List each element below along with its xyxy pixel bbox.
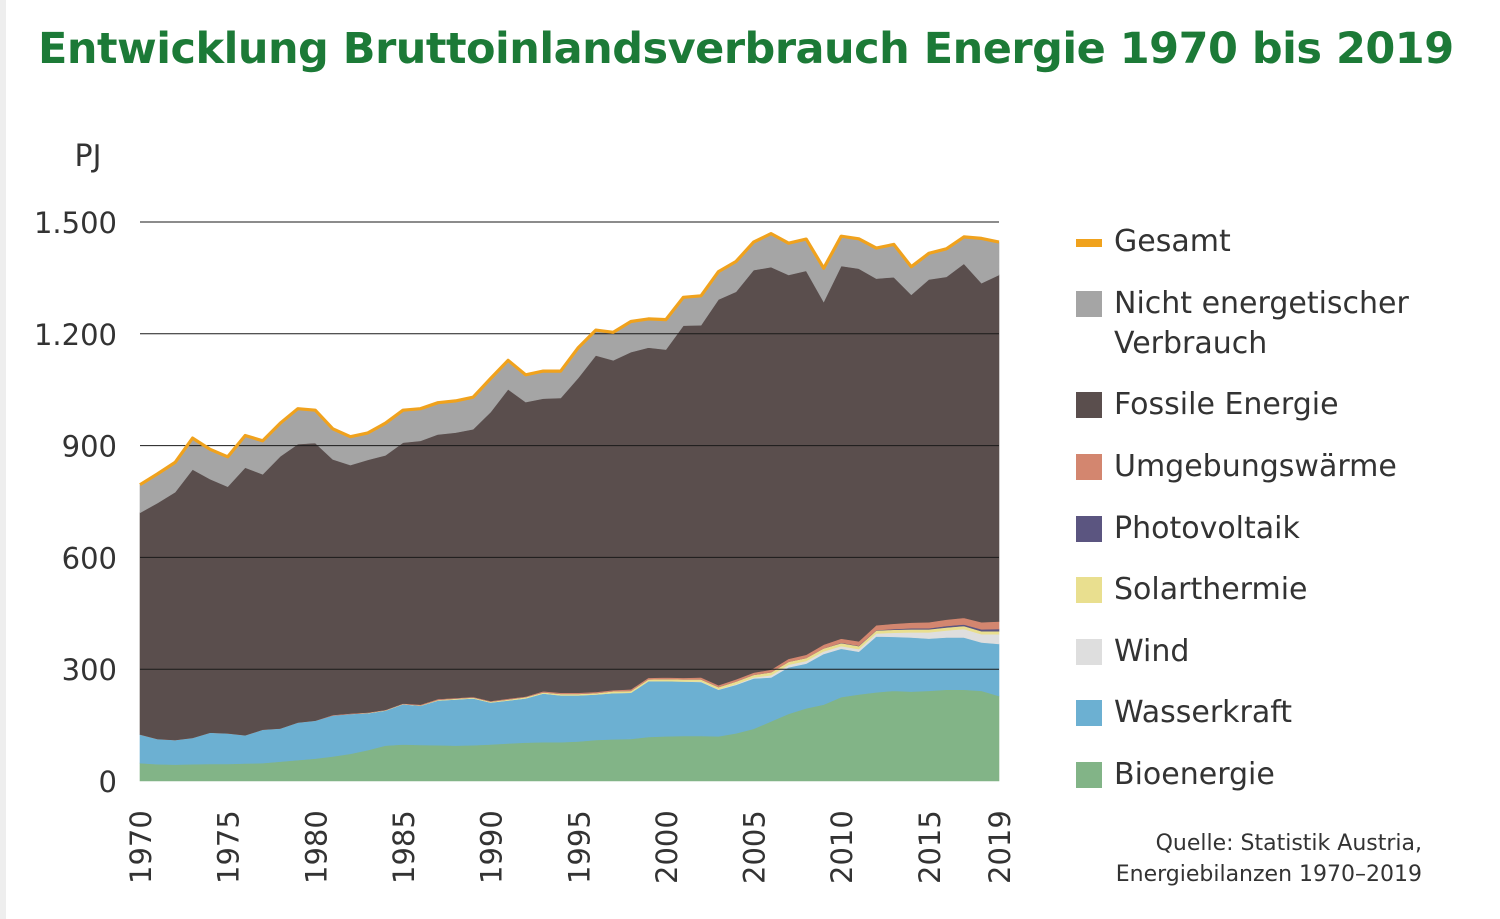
legend-label-line: Umgebungswärme bbox=[1114, 449, 1397, 484]
legend-label-line: Wind bbox=[1114, 634, 1190, 669]
legend-label-line: Wasserkraft bbox=[1114, 695, 1293, 730]
legend-swatch-umgebungswaerme bbox=[1076, 454, 1102, 480]
legend-swatch-bioenergie bbox=[1076, 762, 1102, 788]
legend-label-wasserkraft: Wasserkraft bbox=[1114, 693, 1292, 733]
legend-swatch-nicht-energetischer-verbrauch bbox=[1076, 291, 1102, 317]
y-axis: 0 300 600 900 1.200 1.500 bbox=[34, 206, 117, 799]
x-tick-label-2019: 2019 bbox=[983, 810, 1017, 884]
legend-label-line: Verbrauch bbox=[1114, 326, 1268, 361]
legend-swatch-gesamt bbox=[1076, 239, 1102, 247]
legend-label-line: Nicht energetischer bbox=[1114, 286, 1409, 321]
x-axis: 1970 1975 1980 1985 1990 1995 2000 2005 2010 2015… bbox=[124, 810, 1017, 884]
legend-label-line: Fossile Energie bbox=[1114, 387, 1339, 422]
x-tick-label-2015: 2015 bbox=[913, 810, 947, 884]
x-tick-label-1975: 1975 bbox=[212, 810, 246, 884]
area-layers bbox=[139, 233, 1000, 782]
y-tick-label-0: 0 bbox=[99, 765, 117, 799]
legend-label-line: Bioenergie bbox=[1114, 757, 1275, 792]
legend-swatch-photovoltaik bbox=[1076, 516, 1102, 542]
page-edge bbox=[0, 0, 6, 919]
legend-label-photovoltaik: Photovoltaik bbox=[1114, 509, 1300, 549]
y-tick-label-600: 600 bbox=[62, 541, 117, 575]
x-tick-label-1990: 1990 bbox=[475, 810, 509, 884]
chart-title: Entwicklung Bruttoinlandsverbrauch Energ… bbox=[38, 24, 1454, 74]
legend-label-nicht-energetischer-verbrauch: Nicht energetischer Verbrauch bbox=[1114, 284, 1409, 364]
y-axis-label: PJ bbox=[75, 139, 102, 174]
source-note: Quelle: Statistik Austria, Energiebilanz… bbox=[1116, 828, 1422, 890]
x-tick-label-1985: 1985 bbox=[387, 810, 421, 884]
legend-swatch-fossile-energie bbox=[1076, 392, 1102, 418]
legend-label-fossile-energie: Fossile Energie bbox=[1114, 385, 1339, 425]
x-tick-label-2005: 2005 bbox=[738, 810, 772, 884]
legend-label-umgebungswaerme: Umgebungswärme bbox=[1114, 447, 1397, 487]
series-line-gesamt bbox=[139, 232, 1000, 487]
legend-label-line: Solarthermie bbox=[1114, 572, 1308, 607]
legend-label-solarthermie: Solarthermie bbox=[1114, 570, 1308, 610]
x-tick-label-1980: 1980 bbox=[299, 810, 333, 884]
y-tick-label-1200: 1.200 bbox=[34, 318, 117, 352]
total-line-layer bbox=[139, 232, 1000, 487]
legend-swatch-solarthermie bbox=[1076, 577, 1102, 603]
legend-label-line: Gesamt bbox=[1114, 224, 1231, 259]
legend-label-bioenergie: Bioenergie bbox=[1114, 755, 1275, 795]
x-tick-label-1970: 1970 bbox=[124, 810, 158, 884]
y-tick-label-1500: 1.500 bbox=[34, 206, 117, 240]
legend-label-gesamt: Gesamt bbox=[1114, 222, 1231, 262]
x-tick-label-1995: 1995 bbox=[562, 810, 596, 884]
stacked-area-chart: 0 300 600 900 1.200 1.500 1970 1975 1980 1985 199… bbox=[34, 139, 1017, 884]
legend-swatch-wasserkraft bbox=[1076, 700, 1102, 726]
source-line-1: Quelle: Statistik Austria, bbox=[1155, 831, 1422, 856]
x-tick-label-2000: 2000 bbox=[650, 810, 684, 884]
x-tick-label-2010: 2010 bbox=[825, 810, 859, 884]
legend-label-line: Photovoltaik bbox=[1114, 511, 1300, 546]
y-tick-label-300: 300 bbox=[62, 653, 117, 687]
gridlines bbox=[140, 221, 999, 670]
legend-swatch-wind bbox=[1076, 639, 1102, 665]
legend-label-wind: Wind bbox=[1114, 632, 1189, 672]
source-line-2: Energiebilanzen 1970–2019 bbox=[1115, 862, 1422, 887]
y-tick-label-900: 900 bbox=[62, 430, 117, 464]
